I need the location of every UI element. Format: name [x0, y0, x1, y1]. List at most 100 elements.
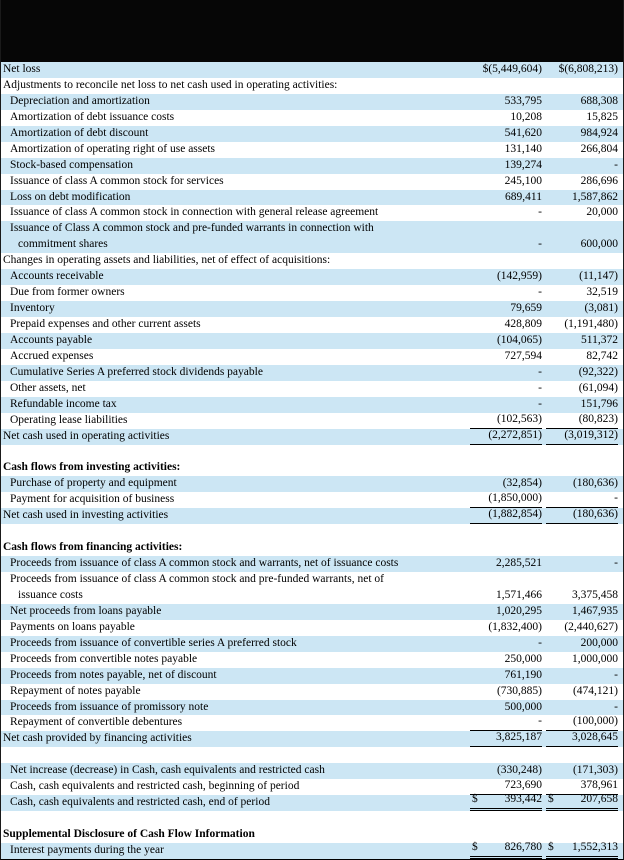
value-col2: 20,000: [586, 206, 618, 219]
value-col1: (104,065): [496, 333, 542, 346]
value-col1: 2,285,521: [496, 557, 542, 570]
value-col1: 723,690: [470, 779, 542, 796]
row-label-line1: Issuance of Class A common stock and pre…: [10, 222, 374, 235]
value-col1: 139,274: [504, 158, 542, 171]
value-col2: [546, 253, 618, 269]
row-label: Inventory: [10, 302, 55, 315]
value-col1: 689,411: [505, 190, 542, 203]
row-label: Depreciation and amortization: [10, 94, 150, 107]
spacer-row: [1, 524, 623, 540]
row-label: Proceeds from convertible notes payable: [10, 652, 198, 665]
row-label: Proceeds from issuance of convertible se…: [10, 636, 297, 649]
value-col1: -: [538, 365, 542, 378]
row-label: Payment for acquisition of business: [10, 493, 175, 506]
table-row: Proceeds from issuance of class A common…: [1, 572, 623, 604]
spacer-row: [1, 811, 623, 827]
value-col1: -: [538, 286, 542, 299]
value-col1: [470, 253, 542, 269]
value-col1: 79,659: [510, 302, 542, 315]
table-row: Changes in operating assets and liabilit…: [1, 253, 623, 269]
row-label: Stock-based compensation: [10, 158, 133, 171]
row-label: Changes in operating assets and liabilit…: [3, 254, 331, 267]
value-col2: $207,658: [546, 793, 618, 812]
table-row: Net cash provided by financing activitie…: [1, 731, 623, 748]
table-row: Due from former owners - 32,519: [1, 285, 623, 301]
value-col2: (180,636): [546, 508, 618, 525]
value-col2: 511,372: [581, 333, 618, 346]
value-number: 826,780: [504, 840, 542, 853]
table-row: Prepaid expenses and other current asset…: [1, 317, 623, 333]
value-col1: 245,100: [504, 174, 542, 187]
value-col2: 984,924: [580, 126, 618, 139]
value-col1: 131,140: [504, 142, 542, 155]
value-col1: $(5,449,604): [482, 63, 542, 75]
value-col1: [470, 460, 542, 476]
row-label: Due from former owners: [10, 286, 125, 299]
table-row: Proceeds from issuance of promissory not…: [1, 699, 623, 716]
table-row: Issuance of class A common stock for ser…: [1, 174, 623, 190]
row-label: Loss on debt modification: [10, 190, 131, 203]
table-row: Amortization of debt issuance costs 10,20…: [1, 110, 623, 126]
table-row: Cash, cash equivalents and restricted ca…: [1, 779, 623, 796]
value-col2: 3,375,458: [572, 588, 618, 601]
row-label-line2: issuance costs: [18, 588, 83, 601]
value-col1: 727,594: [504, 349, 542, 362]
table-row: Net proceeds from loans payable 1,020,295…: [1, 603, 623, 620]
value-col2: (474,121): [572, 684, 618, 697]
table-row: Cash flows from investing activities:: [1, 460, 623, 476]
table-row: Cash flows from financing activities:: [1, 540, 623, 556]
spacer-row: [1, 445, 623, 461]
value-col2: (11,147): [579, 270, 618, 283]
table-row: Supplemental Disclosure of Cash Flow Inf…: [1, 827, 623, 843]
value-col1: (330,248): [496, 764, 542, 777]
table-row: Other assets, net - (61,094): [1, 381, 623, 397]
value-col2: 32,519: [586, 286, 618, 299]
value-col2: (171,303): [572, 764, 618, 777]
row-label: Issuance of class A common stock in conn…: [10, 206, 379, 219]
value-col1: -: [538, 636, 542, 649]
row-label: Amortization of debt issuance costs: [10, 110, 175, 123]
row-label: Accrued expenses: [10, 349, 94, 362]
table-row: Repayment of notes payable (730,885) (474,…: [1, 684, 623, 700]
value-col2: 286,696: [580, 174, 618, 187]
value-col2: 3,028,645: [546, 731, 618, 748]
row-label: Amortization of operating right of use a…: [10, 142, 216, 155]
dollar-sign: $: [548, 840, 554, 853]
table-row: Inventory 79,659 (3,081): [1, 301, 623, 317]
row-label: Net cash used in investing activities: [3, 509, 169, 522]
row-label: Net proceeds from loans payable: [10, 604, 162, 617]
table-row: Proceeds from convertible notes payable 2…: [1, 652, 623, 668]
redacted-header-bar: [1, 0, 623, 62]
value-col1: (1,832,400): [488, 620, 542, 633]
value-col1: 541,620: [504, 126, 542, 139]
row-label: Amortization of debt discount: [10, 126, 149, 139]
value-col1: -: [538, 397, 542, 410]
value-col2: 82,742: [586, 349, 618, 362]
row-label: Supplemental Disclosure of Cash Flow Inf…: [3, 828, 255, 840]
table-row: Cash, cash equivalents and restricted ca…: [1, 793, 623, 812]
value-col2: 1,587,862: [572, 190, 618, 203]
row-label: Issuance of class A common stock for ser…: [10, 174, 224, 187]
table-row: Stock-based compensation 139,274 -: [1, 157, 623, 174]
value-col2: $1,552,313: [546, 840, 618, 859]
row-label: Adjustments to reconcile net loss to net…: [3, 78, 338, 91]
table-row: Proceeds from issuance of convertible se…: [1, 635, 623, 652]
value-col1: (730,885): [496, 684, 542, 697]
row-label-line2: commitment shares: [18, 238, 108, 251]
row-label: Cash, cash equivalents and restricted ca…: [10, 780, 300, 793]
value-col1: [470, 540, 542, 556]
value-col1: 533,795: [504, 94, 542, 107]
value-col1: -: [538, 381, 542, 394]
value-col2: (2,440,627): [564, 620, 618, 633]
value-col2: 688,308: [580, 94, 618, 107]
row-label: Proceeds from issuance of class A common…: [1, 572, 470, 604]
value-col2: 600,000: [580, 238, 618, 251]
table-row: Depreciation and amortization 533,795 688,…: [1, 93, 623, 110]
value-col2: (100,000): [546, 715, 618, 732]
row-label: Repayment of convertible debentures: [10, 716, 183, 729]
table-row: Repayment of convertible debentures - (100…: [1, 715, 623, 732]
row-label: Repayment of notes payable: [10, 684, 141, 697]
value-col2: [546, 460, 618, 476]
table-row: Adjustments to reconcile net loss to net…: [1, 78, 623, 94]
table-row: Net increase (decrease) in Cash, cash eq…: [1, 763, 623, 780]
